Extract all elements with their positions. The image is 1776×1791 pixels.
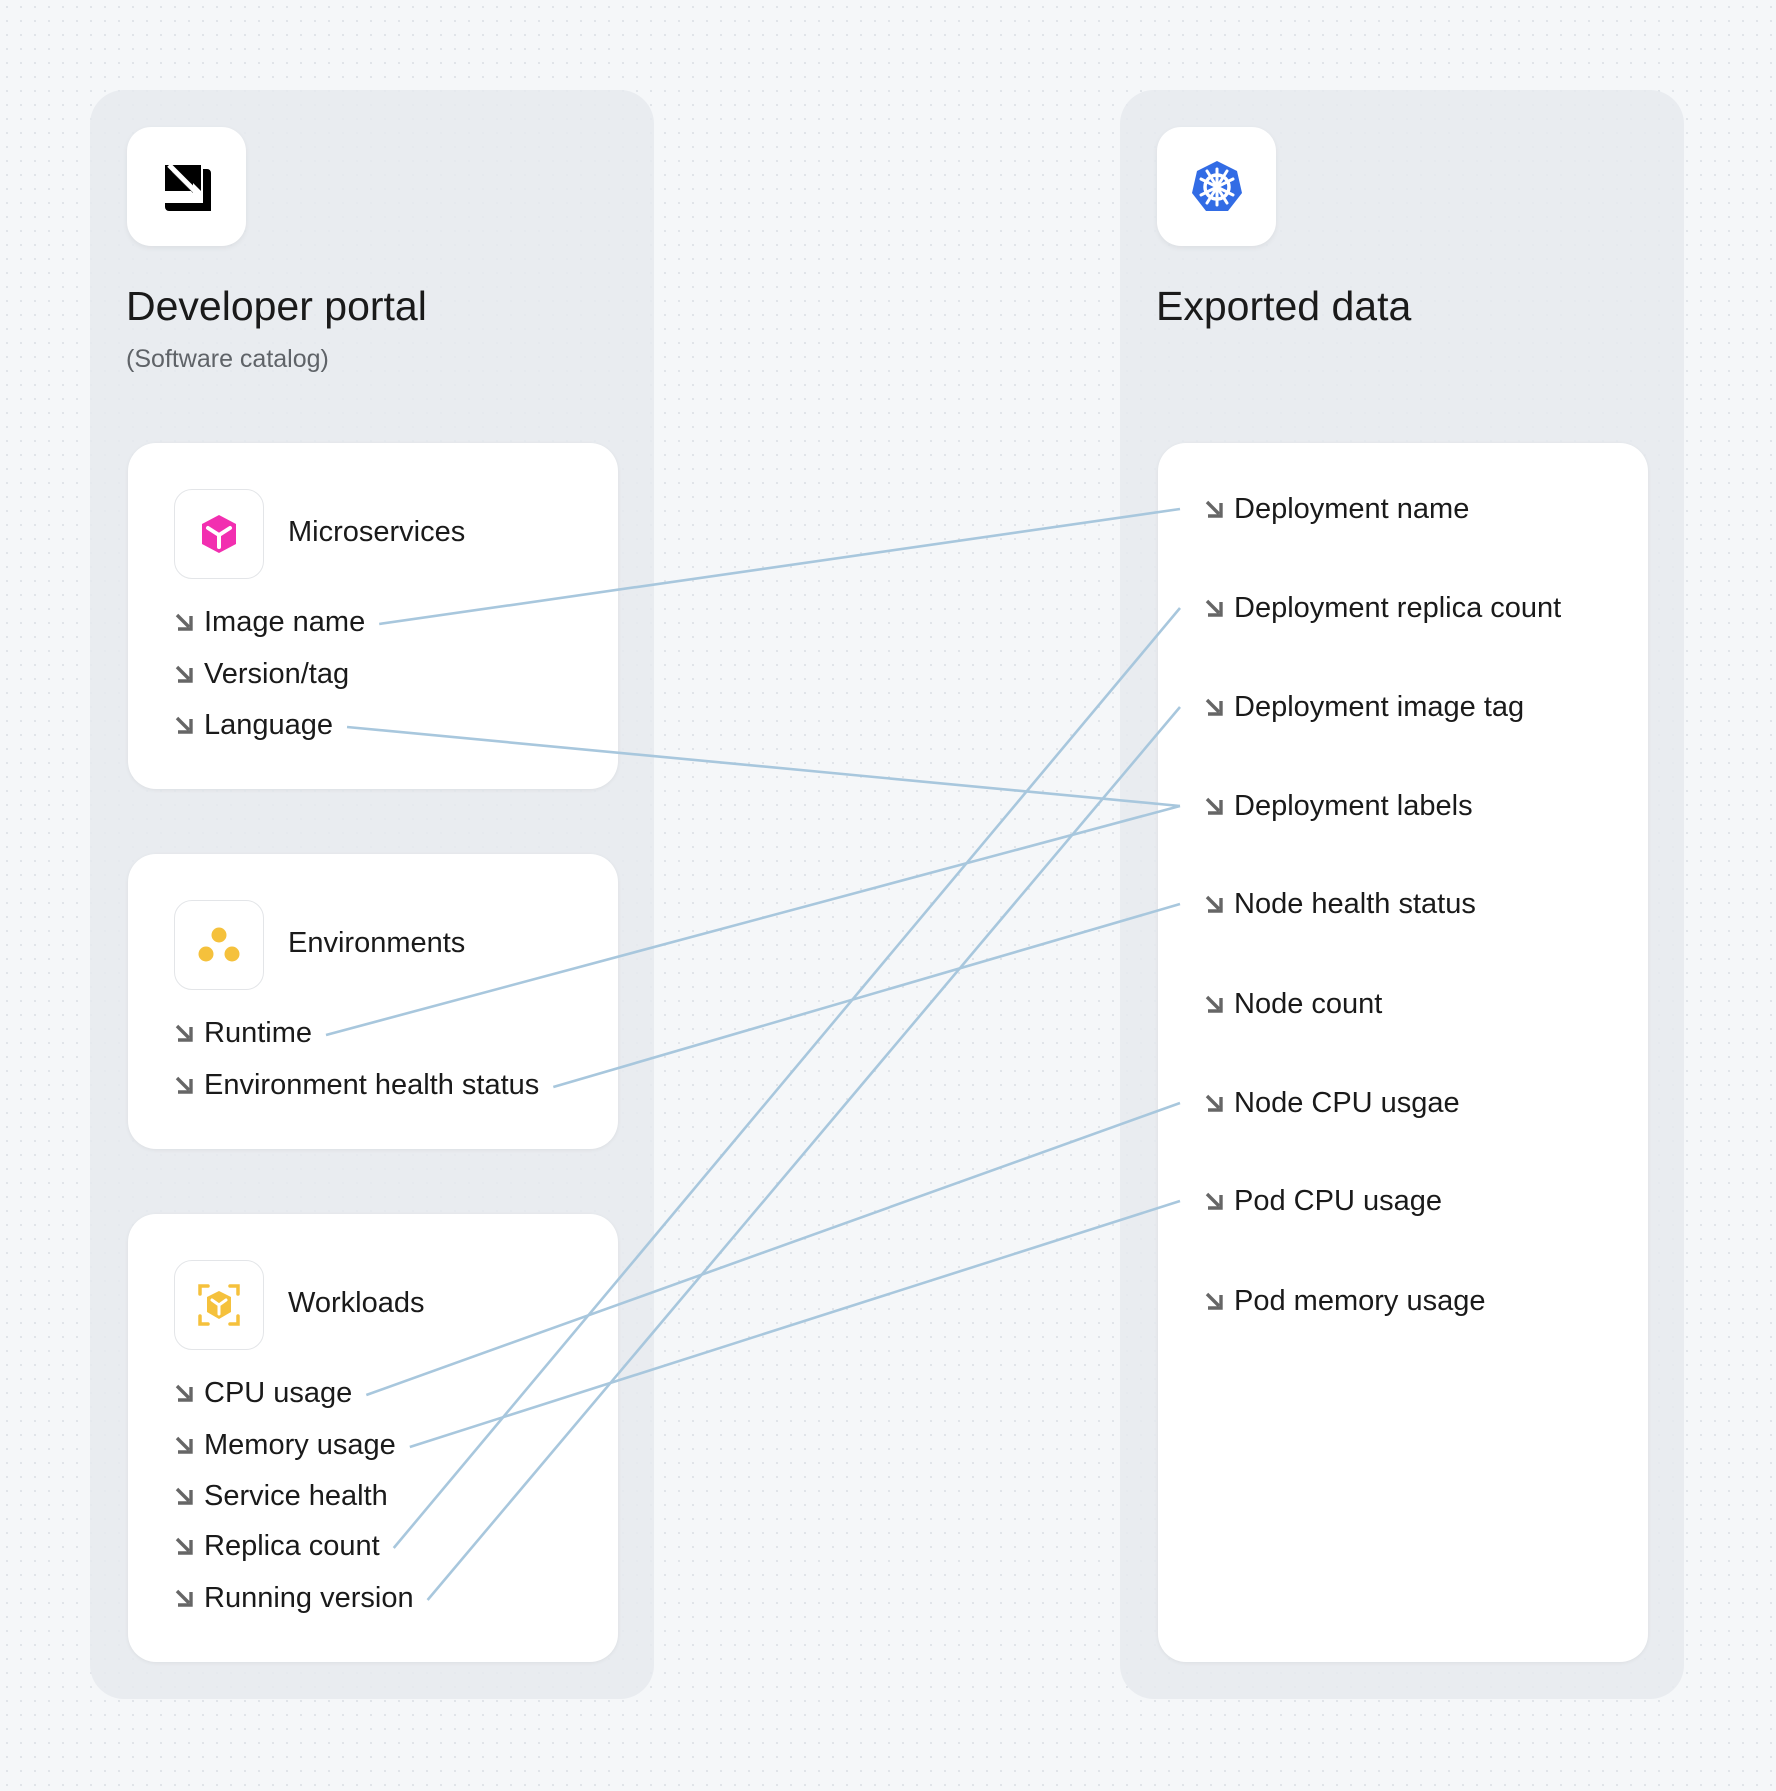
exported-data-logo	[1157, 127, 1276, 246]
workloads-title: Workloads	[288, 1287, 425, 1319]
arrow-down-right-icon	[175, 1076, 193, 1094]
port-logo-icon	[164, 162, 211, 211]
arrow-down-right-icon	[1205, 895, 1223, 913]
exported-field: Deployment labels	[1204, 786, 1473, 826]
field-label: Running version	[204, 1581, 414, 1614]
catalog-field: Service health	[174, 1476, 388, 1516]
field-label: Deployment name	[1234, 492, 1470, 525]
exported-field: Pod memory usage	[1204, 1281, 1485, 1321]
microservices-title: Microservices	[288, 516, 466, 548]
catalog-field: Memory usage	[174, 1425, 396, 1465]
arrow-down-right-icon	[175, 1384, 193, 1402]
field-label: Pod CPU usage	[1234, 1184, 1442, 1217]
three-dots-icon	[198, 927, 240, 962]
arrow-down-right-icon	[1205, 500, 1223, 518]
field-label: Service health	[204, 1479, 388, 1512]
microservices-icon-box	[174, 489, 264, 579]
arrow-down-right-icon	[175, 1436, 193, 1454]
cube-icon	[202, 515, 236, 553]
field-label: CPU usage	[204, 1376, 353, 1409]
catalog-field: Running version	[174, 1578, 414, 1618]
focus-cube-icon	[198, 1284, 240, 1326]
developer-portal-logo	[127, 127, 246, 246]
field-label: Deployment image tag	[1234, 690, 1525, 723]
exported-field: Node CPU usgae	[1204, 1083, 1460, 1123]
exported-field: Node health status	[1204, 884, 1476, 924]
field-label: Node CPU usgae	[1234, 1086, 1460, 1119]
catalog-field: Version/tag	[174, 654, 349, 694]
arrow-down-right-icon	[175, 716, 193, 734]
field-label: Runtime	[204, 1016, 312, 1049]
field-label: Replica count	[204, 1529, 380, 1562]
arrow-down-right-icon	[1205, 1094, 1223, 1112]
arrow-down-right-icon	[175, 1487, 193, 1505]
field-label: Environment health status	[204, 1068, 540, 1101]
developer-portal-title: Developer portal	[126, 283, 427, 329]
exported-field: Node count	[1204, 984, 1382, 1024]
catalog-field: Image name	[174, 602, 365, 642]
environments-icon-box	[174, 900, 264, 990]
catalog-field: Replica count	[174, 1526, 380, 1566]
exported-field: Deployment replica count	[1204, 588, 1561, 628]
exported-data-card	[1158, 443, 1648, 1662]
exported-field: Deployment name	[1204, 489, 1469, 529]
arrow-down-right-icon	[175, 665, 193, 683]
catalog-field: Runtime	[174, 1013, 312, 1053]
catalog-field: Environment health status	[174, 1065, 539, 1105]
catalog-field: CPU usage	[174, 1373, 352, 1413]
catalog-field: Language	[174, 705, 333, 745]
field-label: Image name	[204, 605, 366, 638]
developer-portal-subtitle: (Software catalog)	[126, 345, 329, 373]
kubernetes-icon	[1191, 160, 1242, 211]
field-label: Deployment replica count	[1234, 591, 1562, 624]
arrow-down-right-icon	[1205, 599, 1223, 617]
environments-title: Environments	[288, 927, 466, 959]
field-label: Node health status	[1234, 887, 1476, 920]
arrow-down-right-icon	[175, 1024, 193, 1042]
workloads-icon-box	[174, 1260, 264, 1350]
exported-field: Pod CPU usage	[1204, 1181, 1442, 1221]
arrow-down-right-icon	[1205, 1192, 1223, 1210]
arrow-down-right-icon	[1205, 797, 1223, 815]
arrow-down-right-icon	[1205, 698, 1223, 716]
field-label: Language	[204, 708, 334, 741]
arrow-down-right-icon	[175, 1589, 193, 1607]
field-label: Node count	[1234, 987, 1383, 1020]
field-label: Version/tag	[204, 657, 350, 690]
exported-data-title: Exported data	[1156, 283, 1412, 329]
field-label: Memory usage	[204, 1428, 396, 1461]
arrow-down-right-icon	[1205, 1292, 1223, 1310]
exported-field: Deployment image tag	[1204, 687, 1524, 727]
arrow-down-right-icon	[175, 613, 193, 631]
arrow-down-right-icon	[1205, 995, 1223, 1013]
field-label: Deployment labels	[1234, 789, 1473, 822]
field-label: Pod memory usage	[1234, 1284, 1486, 1317]
arrow-down-right-icon	[175, 1537, 193, 1555]
